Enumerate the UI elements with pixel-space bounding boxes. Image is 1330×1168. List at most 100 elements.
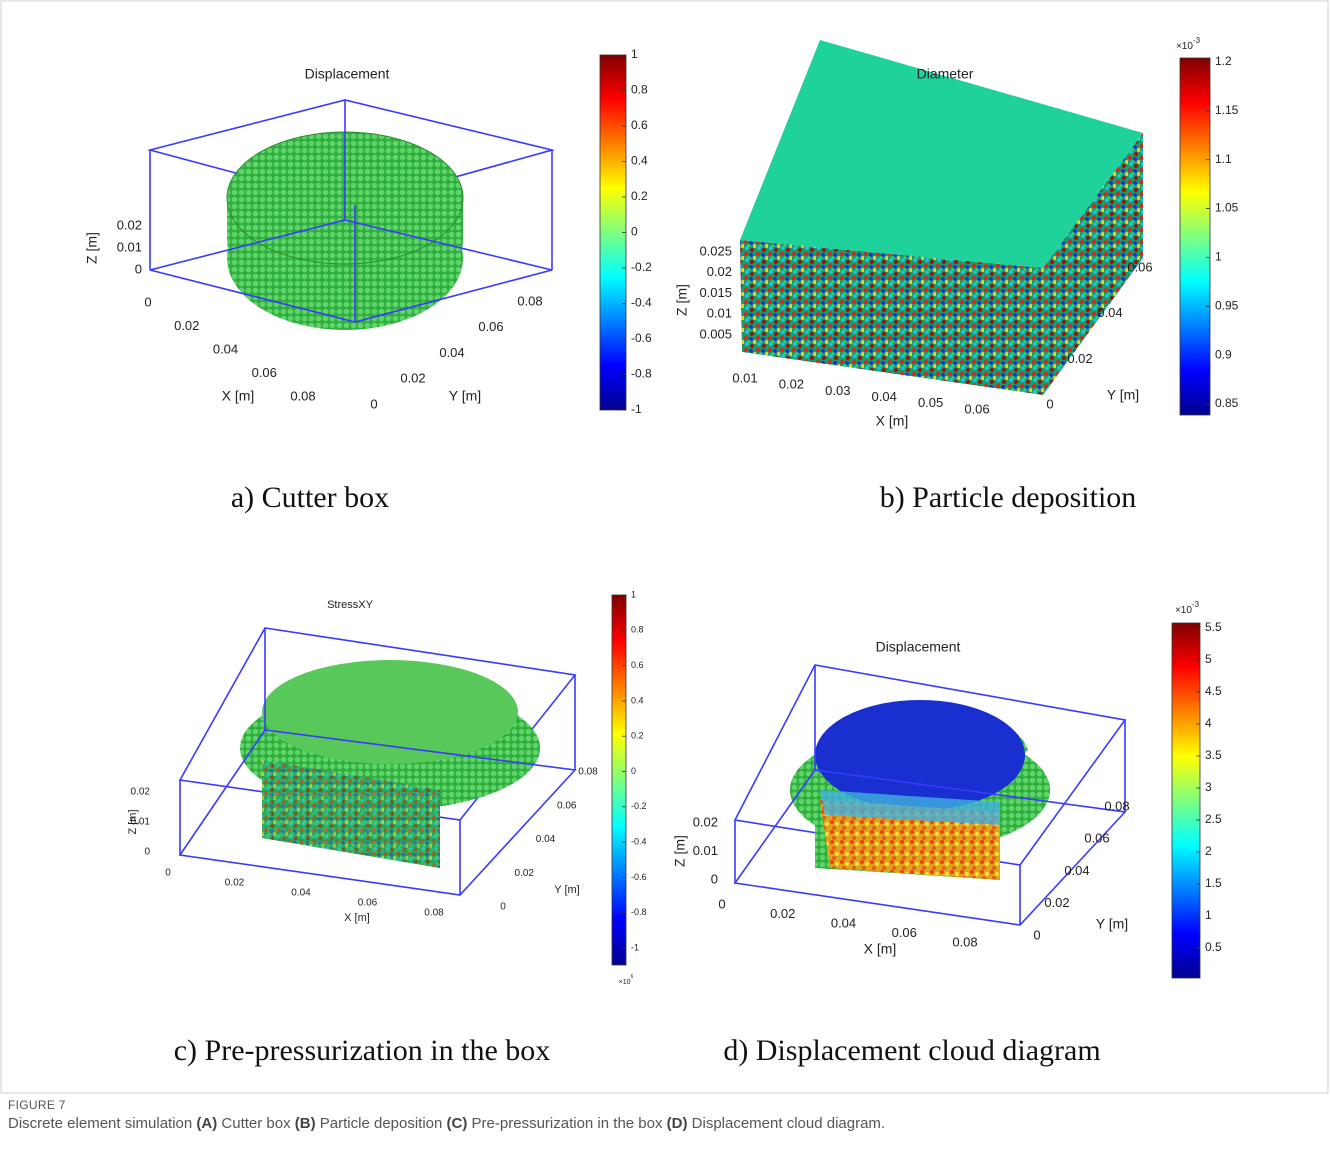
- colorbar-tick-label: 1: [1205, 908, 1212, 922]
- y-axis-label: Y [m]: [449, 388, 481, 404]
- colorbar-tick-label: -0.8: [631, 907, 647, 917]
- colorbar: [612, 595, 626, 965]
- caption-tag: (A): [196, 1115, 217, 1132]
- exponent-power: -3: [1192, 600, 1200, 609]
- colorbar-tick-label: 1: [631, 47, 638, 61]
- y-tick-label: 0: [1046, 396, 1053, 411]
- colorbar-tick-label: 0.2: [631, 189, 648, 203]
- colorbar-tick-label: -0.2: [631, 801, 647, 811]
- y-tick-label: 0.02: [1067, 351, 1092, 366]
- caption-tag: (C): [447, 1115, 468, 1132]
- panel-title: Displacement: [876, 639, 961, 655]
- colorbar-exponent: ×106: [619, 974, 634, 986]
- y-tick-label: 0: [370, 396, 377, 411]
- x-tick-label: 0: [144, 294, 151, 309]
- exponent-base: ×10: [1175, 605, 1192, 616]
- colorbar-exponent: ×10-3: [1176, 36, 1201, 52]
- z-tick-label: 0.02: [693, 814, 718, 829]
- colorbar-tick-label: 2: [1205, 844, 1212, 858]
- z-tick-label: 0.025: [699, 243, 732, 258]
- y-tick-label: 0.08: [1104, 798, 1129, 813]
- x-tick-label: 0.02: [770, 906, 795, 921]
- colorbar-tick-label: -0.6: [631, 872, 647, 882]
- colorbar-tick-label: 1.2: [1215, 54, 1232, 68]
- y-tick-label: 0.04: [536, 834, 556, 845]
- colorbar-tick-label: 0.6: [631, 118, 648, 132]
- y-tick-label: 0: [1033, 927, 1040, 942]
- z-axis-label: Z [m]: [127, 809, 139, 834]
- panel-title: Displacement: [305, 66, 390, 82]
- y-tick-label: 0.02: [1044, 895, 1069, 910]
- x-tick-label: 0.02: [174, 318, 199, 333]
- colorbar-tick-label: 2.5: [1205, 812, 1222, 826]
- x-axis-label: X [m]: [344, 912, 370, 924]
- x-tick-label: 0.06: [892, 925, 917, 940]
- x-tick-label: 0.06: [964, 401, 989, 416]
- page: Displacement a) Cutter box 0.02 0.01 0 Z [m] 0…: [0, 0, 1330, 1168]
- figure: Displacement a) Cutter box 0.02 0.01 0 Z [m] 0…: [0, 0, 1330, 1095]
- y-tick-label: 0.06: [1084, 831, 1109, 846]
- colorbar-tick-label: 0.4: [631, 154, 648, 168]
- z-tick-label: 0.02: [707, 264, 732, 279]
- z-axis-label: Z [m]: [84, 232, 100, 264]
- x-tick-label: 0.04: [291, 888, 311, 899]
- x-tick-label: 0.04: [831, 915, 856, 930]
- z-tick-label: 0.015: [699, 285, 732, 300]
- y-tick-label: 0.08: [578, 767, 598, 778]
- caption-text: Cutter box: [221, 1115, 290, 1132]
- y-tick-label: 0.02: [515, 868, 535, 879]
- x-axis-label: X [m]: [864, 941, 897, 957]
- panel-d-scene: [735, 665, 1125, 925]
- panel-caption: c) Pre-pressurization in the box: [174, 1034, 551, 1067]
- x-tick-label: 0.08: [290, 388, 315, 403]
- exponent-power: 6: [631, 974, 634, 980]
- z-axis-label: Z [m]: [674, 284, 690, 316]
- y-axis-label: Y [m]: [1096, 916, 1128, 932]
- x-tick-label: 0: [718, 896, 725, 911]
- y-axis-label: Y [m]: [1107, 387, 1139, 403]
- z-tick-label: 0.01: [707, 306, 732, 321]
- x-tick-label: 0.08: [424, 908, 444, 919]
- colorbar-tick-label: -0.4: [631, 836, 647, 846]
- panel-a-scene: [150, 100, 552, 330]
- y-tick-label: 0.06: [557, 800, 577, 811]
- panel-c-scene: [180, 628, 575, 895]
- colorbar-tick-label: 5: [1205, 652, 1212, 666]
- x-axis-label: X [m]: [876, 413, 909, 429]
- colorbar-tick-label: 1.05: [1215, 201, 1239, 215]
- x-tick-label: 0.01: [732, 370, 757, 385]
- panel-caption: a) Cutter box: [231, 481, 389, 514]
- z-axis-label: Z [m]: [672, 835, 688, 867]
- x-tick-label: 0.06: [252, 365, 277, 380]
- colorbar-tick-label: 0: [631, 766, 636, 776]
- z-tick-label: 0.01: [693, 843, 718, 858]
- x-tick-label: 0.05: [918, 395, 943, 410]
- colorbar-tick-label: 0.5: [1205, 940, 1222, 954]
- y-tick-label: 0.06: [1127, 259, 1152, 274]
- exponent-base: ×10: [1176, 41, 1193, 52]
- y-tick-label: 0.04: [1097, 305, 1122, 320]
- y-tick-label: 0.04: [439, 345, 464, 360]
- z-tick-label: 0.02: [117, 217, 142, 232]
- z-tick-label: 0.005: [699, 326, 732, 341]
- z-tick-label: 0: [144, 847, 150, 858]
- caption-tag: (B): [295, 1115, 316, 1132]
- caption-text: Particle deposition: [320, 1115, 443, 1132]
- panel-title: StressXY: [327, 599, 374, 611]
- y-tick-label: 0.04: [1064, 863, 1089, 878]
- colorbar-tick-label: 3: [1205, 780, 1212, 794]
- z-tick-label: 0.01: [117, 239, 142, 254]
- caption-tag: (D): [667, 1115, 688, 1132]
- colorbar-tick-label: 0.2: [631, 731, 644, 741]
- x-tick-label: 0.04: [213, 341, 238, 356]
- colorbar-tick-label: 1.5: [1205, 876, 1222, 890]
- x-tick-label: 0: [165, 868, 171, 879]
- x-tick-label: 0.02: [225, 878, 245, 889]
- colorbar-exponent: ×10-3: [1175, 600, 1200, 616]
- panel-title: Diameter: [917, 66, 974, 82]
- y-axis-label: Y [m]: [554, 884, 579, 896]
- panel-caption: d) Displacement cloud diagram: [723, 1034, 1100, 1067]
- colorbar: [1172, 623, 1200, 978]
- colorbar-tick-label: -0.4: [631, 296, 652, 310]
- colorbar-tick-label: 0.95: [1215, 298, 1239, 312]
